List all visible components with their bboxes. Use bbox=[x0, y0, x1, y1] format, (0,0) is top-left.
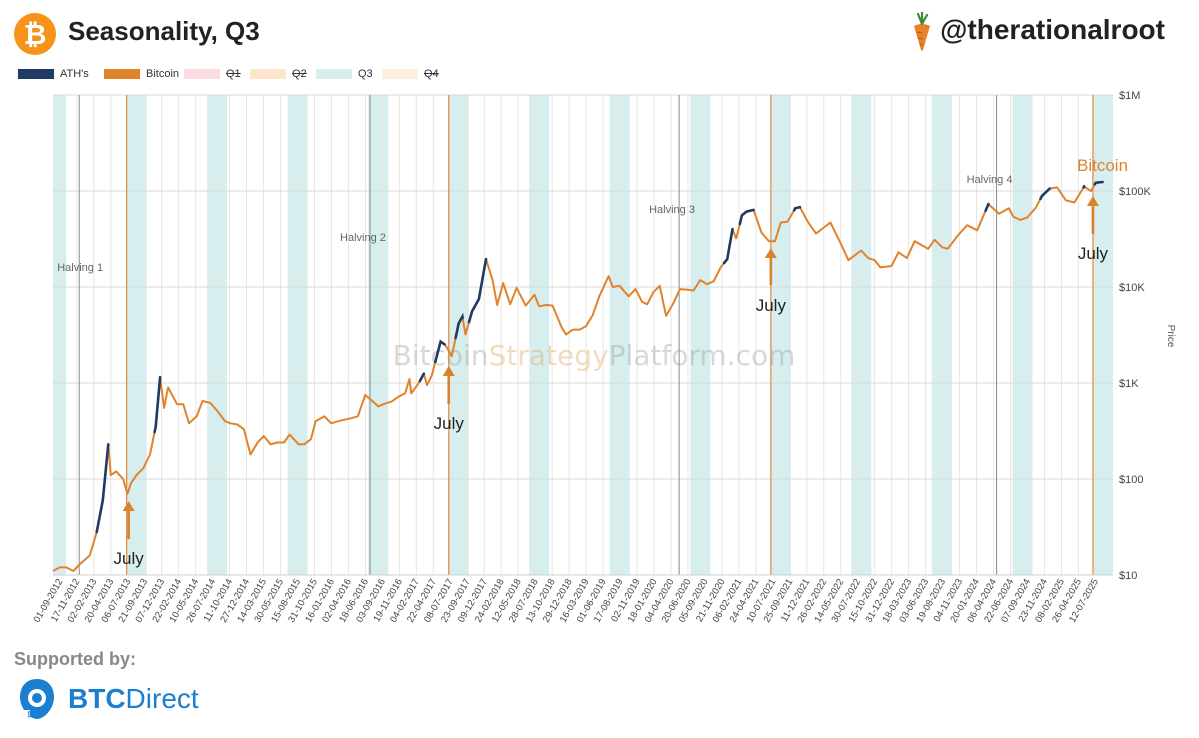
y-tick-label: $1K bbox=[1119, 378, 1139, 390]
legend-item-q3[interactable]: Q3 bbox=[316, 67, 373, 81]
legend-swatch bbox=[18, 69, 54, 79]
carrot-icon bbox=[914, 12, 930, 51]
legend-item-q1[interactable]: Q1 bbox=[184, 67, 241, 81]
legend-item-q2[interactable]: Q2 bbox=[250, 67, 307, 81]
july-label: July bbox=[434, 414, 465, 433]
legend-swatch bbox=[250, 69, 286, 79]
legend-item-aths[interactable]: ATH's bbox=[18, 67, 89, 81]
q3-band bbox=[770, 95, 791, 575]
q3-band bbox=[368, 95, 389, 575]
bitcoin-logo-icon: ₿ bbox=[14, 13, 56, 55]
q3-shading bbox=[53, 95, 1113, 575]
halving-label: Halving 4 bbox=[967, 174, 1013, 186]
btcdirect-wordmark: BTCDirect bbox=[68, 683, 199, 715]
y-axis-title: Price bbox=[1165, 325, 1176, 348]
july-lines bbox=[126, 95, 1094, 575]
header: ₿ Seasonality, Q3 @therationalroot bbox=[0, 0, 1199, 66]
ath-segment bbox=[95, 443, 110, 534]
july-label: July bbox=[756, 296, 787, 315]
arrow-up-icon bbox=[764, 248, 777, 258]
ath-segments bbox=[95, 180, 1104, 534]
q3-band bbox=[126, 95, 147, 575]
series-label-bitcoin: Bitcoin bbox=[1077, 156, 1128, 175]
q3-band bbox=[690, 95, 711, 575]
july-marker: July bbox=[756, 248, 787, 315]
july-marker: July bbox=[434, 366, 465, 433]
july-label: July bbox=[114, 549, 145, 568]
ath-segment bbox=[1082, 184, 1086, 189]
watermark-part2: Strategy bbox=[489, 339, 609, 372]
svg-text:₿: ₿ bbox=[27, 711, 32, 719]
ath-segment bbox=[1039, 187, 1051, 201]
arrow-up-icon bbox=[122, 501, 135, 511]
supported-by-label: Supported by: bbox=[14, 649, 136, 669]
arrow-up-icon bbox=[1086, 196, 1099, 206]
legend-swatch bbox=[184, 69, 220, 79]
halving-label: Halving 1 bbox=[57, 262, 103, 274]
bitcoin-price-line bbox=[52, 181, 1103, 572]
q3-band bbox=[1012, 95, 1033, 575]
watermark: BitcoinStrategyPlatform.com bbox=[393, 339, 796, 372]
q3-band bbox=[207, 95, 228, 575]
y-tick-label: $10K bbox=[1119, 282, 1145, 294]
y-tick-label: $10 bbox=[1119, 570, 1137, 582]
ath-segment bbox=[738, 208, 755, 226]
btcdirect-logo: ₿ BTCDirect bbox=[18, 677, 218, 721]
legend-label: Q1 bbox=[226, 68, 241, 80]
x-axis: 01-09-201217-11-201202-02-201320-04-2013… bbox=[32, 574, 1113, 625]
ath-segment bbox=[418, 372, 426, 383]
q3-band bbox=[529, 95, 550, 575]
july-markers: July July July July bbox=[114, 196, 1109, 568]
ath-segment bbox=[984, 202, 990, 213]
ath-segment bbox=[153, 375, 162, 434]
author-handle: @therationalroot bbox=[940, 14, 1165, 45]
ath-segment bbox=[434, 339, 446, 364]
legend-label: Q3 bbox=[358, 68, 373, 80]
legend-swatch bbox=[382, 69, 418, 79]
ath-segment bbox=[454, 312, 464, 340]
halving-label: Halving 2 bbox=[340, 232, 386, 244]
july-marker: July bbox=[114, 501, 145, 568]
arrow-up-icon bbox=[442, 366, 455, 376]
y-axis: $10 $100 $1K $10K $100K $1M Price bbox=[1119, 90, 1176, 582]
ath-segment bbox=[1093, 180, 1104, 186]
legend-label: Q2 bbox=[292, 68, 307, 80]
q3-band bbox=[851, 95, 872, 575]
btcdirect-icon: ₿ bbox=[20, 679, 54, 719]
july-label: July bbox=[1078, 244, 1109, 263]
july-marker: July bbox=[1078, 196, 1109, 263]
halving-label: Halving 3 bbox=[649, 204, 695, 216]
legend-label: Bitcoin bbox=[146, 68, 180, 80]
btcdirect-wordmark-thin: Direct bbox=[125, 683, 199, 714]
ath-segment bbox=[792, 205, 802, 212]
chart-title: Seasonality, Q3 bbox=[68, 16, 260, 46]
legend-item-q4[interactable]: Q4 bbox=[382, 67, 439, 81]
q3-band bbox=[448, 95, 469, 575]
y-tick-label: $100K bbox=[1119, 186, 1151, 198]
legend-item-bitcoin[interactable]: Bitcoin bbox=[104, 67, 179, 81]
legend-label: ATH's bbox=[60, 68, 89, 80]
q3-band bbox=[931, 95, 952, 575]
watermark-part3: Platform.com bbox=[609, 339, 796, 372]
y-tick-label: $1M bbox=[1119, 90, 1140, 102]
btcdirect-wordmark-bold: BTC bbox=[68, 683, 126, 714]
q3-band bbox=[1092, 95, 1113, 575]
y-tick-label: $100 bbox=[1119, 474, 1143, 486]
ath-segment bbox=[722, 227, 734, 265]
legend-swatch bbox=[316, 69, 352, 79]
ath-segment bbox=[467, 257, 488, 324]
legend-label: Q4 bbox=[424, 68, 439, 80]
halvings: Halving 1 Halving 2 Halving 3 Halving 4 bbox=[57, 95, 1012, 575]
legend-swatch bbox=[104, 69, 140, 79]
